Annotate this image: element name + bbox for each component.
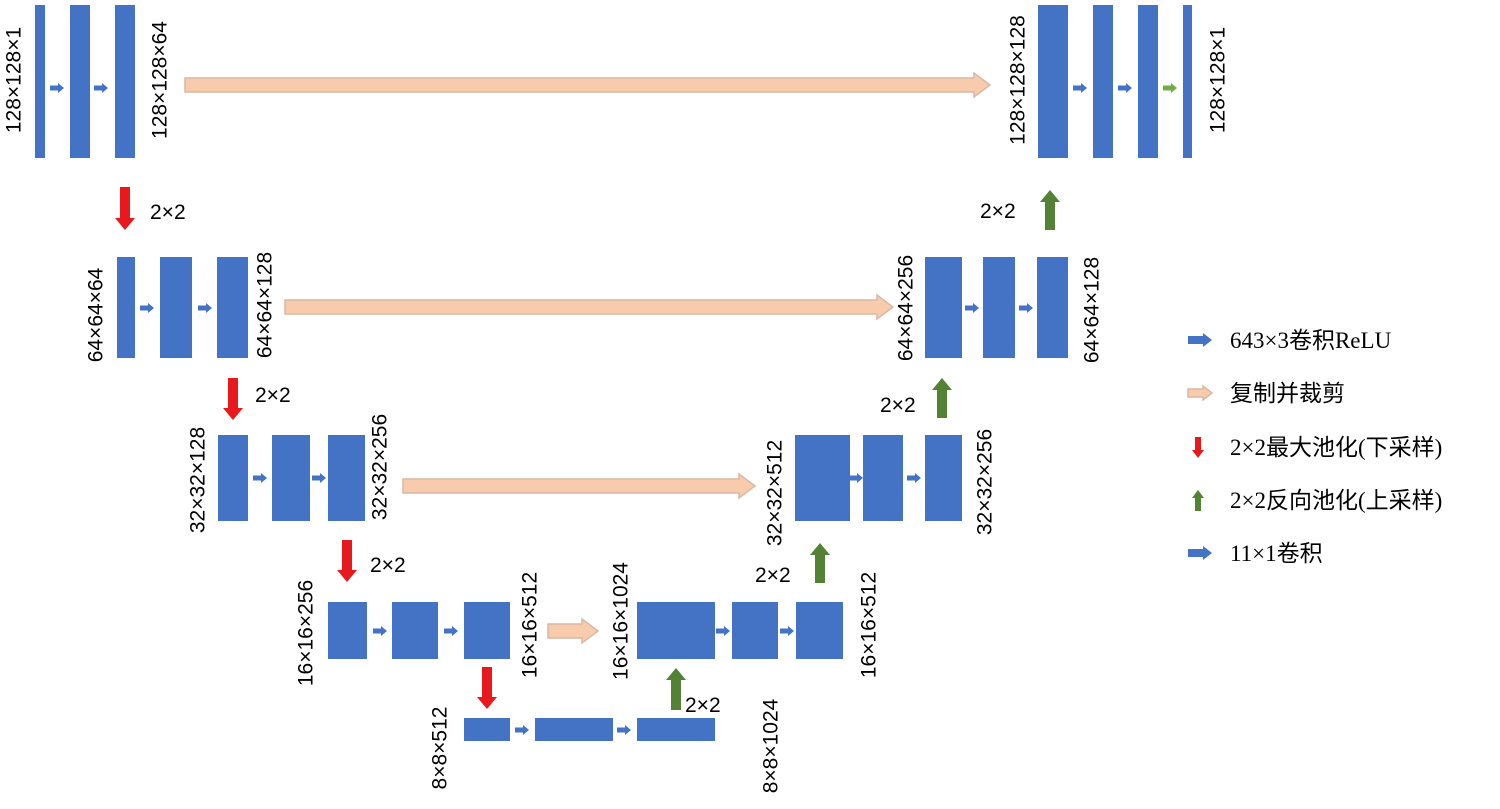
feature-map-block [35, 5, 45, 158]
dec-l1-out-label: 128×128×1 [1207, 27, 1230, 133]
feature-map-block [464, 602, 510, 659]
unpool-label-3: 2×2 [755, 564, 791, 587]
enc-l3-out-label: 32×32×256 [369, 414, 392, 520]
enc-l2-out-label: 64×64×128 [254, 252, 277, 358]
conv-arrow-icon [849, 473, 863, 483]
feature-map-block [796, 602, 843, 659]
feature-map-block [328, 602, 367, 659]
feature-map-block [218, 435, 248, 521]
legend-1x1conv-arrow-icon [1188, 546, 1212, 560]
conv-arrow-icon [907, 473, 921, 483]
dec-l2-in-label: 64×64×256 [895, 255, 918, 361]
legend-label-unpool: 2×2反向池化(上采样) [1230, 488, 1442, 513]
enc-l1-in-label: 128×128×1 [3, 27, 26, 133]
conv-arrow-icon [312, 473, 326, 483]
enc-l5-out-label: 8×8×1024 [760, 698, 783, 793]
copy-crop-arrow-icon [402, 472, 757, 500]
feature-map-block [1183, 5, 1192, 158]
feature-map-block [925, 435, 962, 521]
feature-map-block [328, 435, 365, 521]
feature-map-block [1038, 5, 1068, 158]
legend-label-maxpool: 2×2最大池化(下采样) [1230, 435, 1442, 460]
conv-arrow-icon [1118, 83, 1132, 93]
feature-map-block [272, 435, 310, 521]
unpool-label-4: 2×2 [685, 694, 721, 717]
enc-l4-out-label: 16×16×512 [519, 572, 542, 678]
conv-arrow-icon [198, 303, 212, 313]
conv-arrow-icon [515, 725, 529, 735]
conv-arrow-icon [716, 626, 730, 636]
enc-l4-in-label: 16×16×256 [295, 580, 318, 686]
pool-label-3: 2×2 [370, 554, 406, 577]
feature-map-block [1037, 257, 1068, 358]
conv-arrow-icon [140, 303, 154, 313]
maxpool-down-arrow-icon [115, 187, 135, 230]
legend-maxpool-arrow-icon [1192, 437, 1204, 458]
legend-copy-arrow-icon [1187, 384, 1214, 402]
feature-map-block [392, 602, 438, 659]
copy-crop-arrow-icon [284, 293, 895, 321]
unpool-up-arrow-icon [810, 543, 830, 583]
dec-l3-out-label: 32×32×256 [974, 429, 997, 535]
unpool-up-arrow-icon [932, 378, 952, 418]
maxpool-down-arrow-icon [477, 667, 497, 709]
copy-crop-arrow-icon [547, 617, 600, 645]
feature-map-block [115, 5, 135, 158]
feature-map-block [1138, 5, 1158, 158]
conv-arrow-icon [1073, 83, 1087, 93]
feature-map-block [925, 257, 962, 358]
feature-map-block [863, 435, 903, 521]
enc-l5-in-label: 8×8×512 [429, 707, 452, 790]
legend-label-conv: 643×3卷积ReLU [1230, 328, 1392, 353]
unpool-up-arrow-icon [1040, 190, 1060, 230]
conv-arrow-icon [780, 626, 794, 636]
unpool-label-2: 2×2 [880, 394, 916, 417]
conv-arrow-icon [94, 83, 108, 93]
feature-map-block [117, 257, 135, 358]
conv-arrow-icon [50, 83, 64, 93]
dec-l4-in-label: 16×16×1024 [610, 562, 633, 680]
conv-arrow-icon [617, 725, 631, 735]
feature-map-block [637, 718, 715, 741]
feature-map-block [464, 718, 510, 741]
conv-arrow-icon [253, 473, 267, 483]
feature-map-block [732, 602, 778, 659]
pool-label-1: 2×2 [150, 201, 186, 224]
feature-map-block [70, 5, 90, 158]
feature-map-block [983, 257, 1015, 358]
conv-arrow-icon [373, 626, 387, 636]
feature-map-block [160, 257, 192, 358]
legend-label-1x1conv: 11×1卷积 [1230, 541, 1323, 566]
legend-unpool-arrow-icon [1192, 490, 1204, 511]
enc-l3-in-label: 32×32×128 [187, 427, 210, 533]
feature-map-block [535, 718, 613, 741]
copy-crop-arrow-icon [184, 71, 992, 99]
legend-conv-arrow-icon [1188, 333, 1212, 347]
unpool-up-arrow-icon [666, 668, 686, 710]
dec-l3-in-label: 32×32×512 [764, 440, 787, 546]
dec-l2-out-label: 64×64×128 [1081, 257, 1104, 363]
legend-label-copy: 复制并裁剪 [1230, 381, 1345, 406]
conv-arrow-icon [444, 626, 458, 636]
feature-map-block [795, 435, 850, 521]
feature-map-block [637, 602, 715, 659]
conv-arrow-icon [1019, 303, 1033, 313]
pool-label-2: 2×2 [255, 384, 291, 407]
diagram-shapes [35, 5, 1192, 741]
legend-icons [1187, 333, 1214, 560]
dec-l1-in-label: 128×128×128 [1007, 15, 1030, 145]
maxpool-down-arrow-icon [337, 540, 357, 582]
dec-l4-out-label: 16×16×512 [858, 572, 881, 678]
feature-map-block [217, 257, 248, 358]
legend: 643×3卷积ReLU 复制并裁剪 2×2最大池化(下采样) 2×2反向池化(上… [1187, 328, 1442, 566]
enc-l2-in-label: 64×64×64 [85, 267, 108, 362]
enc-l1-out-label: 128×128×64 [149, 21, 172, 139]
feature-map-block [1093, 5, 1113, 158]
conv-arrow-icon [965, 303, 979, 313]
maxpool-down-arrow-icon [223, 378, 243, 420]
conv1x1-arrow-icon [1163, 83, 1177, 93]
unpool-label-1: 2×2 [980, 200, 1016, 223]
